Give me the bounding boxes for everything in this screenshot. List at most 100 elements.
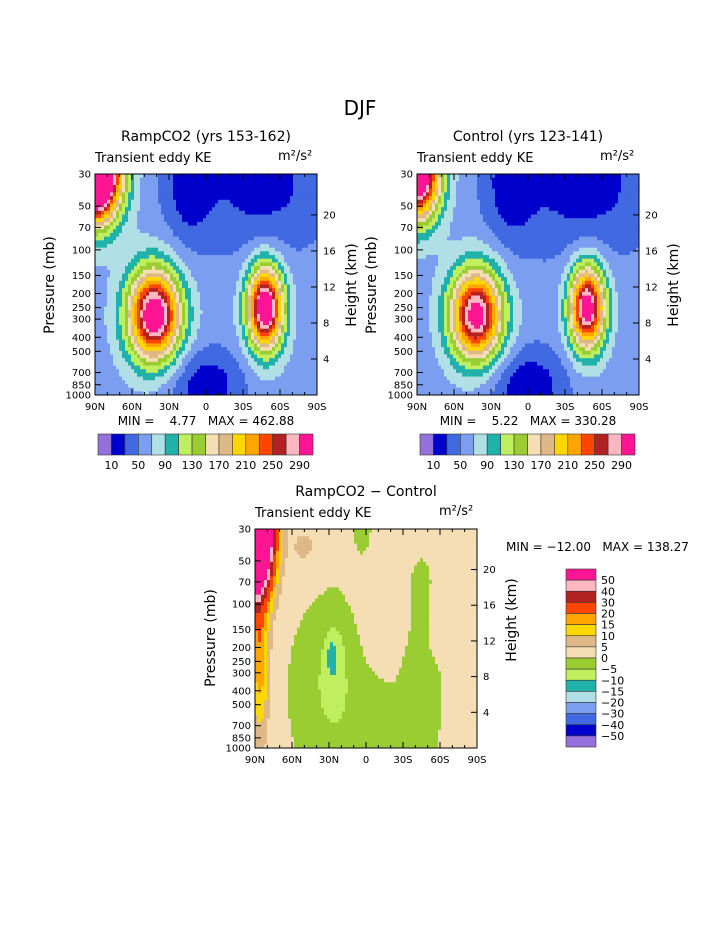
contour-cell — [296, 358, 300, 363]
contour-cell — [197, 391, 201, 396]
contour-cell — [287, 192, 291, 197]
contour-cell — [155, 262, 159, 267]
contour-cell — [107, 177, 111, 182]
contour-cell — [621, 177, 625, 182]
contour-cell — [140, 188, 144, 193]
contour-cell — [233, 317, 237, 322]
contour-cell — [269, 332, 273, 337]
contour-cell — [314, 221, 318, 226]
contour-cell — [221, 185, 225, 190]
contour-cell — [290, 177, 294, 182]
contour-cell — [95, 383, 99, 389]
contour-cell — [206, 266, 210, 271]
contour-cell — [212, 350, 216, 355]
contour-cell — [543, 181, 547, 186]
contour-cell — [161, 185, 165, 190]
contour-cell — [278, 380, 282, 385]
contour-cell — [272, 199, 276, 204]
contour-cell — [278, 383, 282, 389]
contour-cell — [311, 288, 315, 293]
contour-cell — [119, 291, 123, 296]
contour-cell — [233, 214, 237, 219]
contour-cell — [284, 280, 288, 285]
contour-cell — [227, 328, 231, 333]
contour-cell — [176, 255, 180, 260]
contour-cell — [158, 203, 162, 208]
contour-cell — [230, 343, 234, 348]
contour-cell — [254, 280, 258, 285]
contour-cell — [483, 188, 487, 193]
contour-cell — [152, 192, 156, 197]
contour-cell — [128, 199, 132, 204]
contour-cell — [140, 376, 144, 381]
contour-cell — [197, 347, 201, 352]
contour-cell — [281, 369, 285, 374]
contour-cell — [224, 247, 228, 252]
contour-cell — [576, 188, 580, 193]
contour-cell — [281, 192, 285, 197]
contour-cell — [263, 306, 267, 311]
contour-cell — [125, 196, 129, 201]
contour-cell — [236, 262, 240, 267]
contour-cell — [251, 185, 255, 190]
contour-cell — [227, 299, 231, 304]
contour-cell — [498, 192, 502, 197]
contour-cell — [152, 310, 156, 315]
contour-cell — [215, 347, 219, 352]
contour-cell — [299, 383, 303, 389]
contour-cell — [164, 221, 168, 226]
contour-cell — [224, 225, 228, 230]
contour-cell — [600, 185, 604, 190]
contour-cell — [107, 291, 111, 296]
contour-cell — [284, 387, 288, 392]
contour-cell — [290, 277, 294, 282]
contour-cell — [206, 332, 210, 337]
contour-cell — [203, 387, 207, 392]
contour-cell — [546, 188, 550, 193]
contour-cell — [215, 284, 219, 289]
contour-cell — [218, 291, 222, 296]
contour-cell — [456, 188, 460, 193]
contour-cell — [296, 288, 300, 293]
contour-cell — [224, 339, 228, 344]
contour-cell — [260, 391, 264, 396]
contour-cell — [221, 350, 225, 355]
contour-cell — [95, 174, 99, 179]
contour-cell — [269, 196, 273, 201]
contour-cell — [245, 350, 249, 355]
contour-cell — [95, 365, 99, 370]
contour-cell — [227, 185, 231, 190]
contour-cell — [104, 295, 108, 300]
contour-cell — [311, 229, 315, 234]
panel-subtitle: Transient eddy KE — [417, 151, 534, 166]
contour-cell — [212, 266, 216, 271]
contour-cell — [104, 376, 108, 381]
contour-cell — [239, 317, 243, 322]
contour-cell — [95, 332, 99, 337]
contour-cell — [98, 192, 102, 197]
contour-cell — [218, 240, 222, 245]
contour-cell — [215, 372, 219, 377]
contour-cell — [122, 354, 126, 359]
contour-cell — [296, 365, 300, 370]
contour-cell — [278, 258, 282, 263]
contour-cell — [191, 181, 195, 186]
contour-cell — [224, 291, 228, 296]
contour-cell — [308, 258, 312, 263]
contour-cell — [140, 207, 144, 212]
contour-cell — [203, 313, 207, 319]
contour-cell — [203, 232, 207, 238]
contour-cell — [308, 247, 312, 252]
contour-cell — [128, 266, 132, 271]
contour-cell — [116, 361, 120, 366]
contour-cell — [170, 391, 174, 396]
contour-cell — [462, 188, 466, 193]
contour-cell — [125, 306, 129, 311]
contour-cell — [275, 361, 279, 366]
contour-cell — [95, 236, 99, 241]
contour-cell — [95, 306, 99, 311]
contour-cell — [305, 306, 309, 311]
contour-cell — [233, 181, 237, 186]
contour-cell — [236, 376, 240, 381]
contour-cell — [170, 236, 174, 241]
